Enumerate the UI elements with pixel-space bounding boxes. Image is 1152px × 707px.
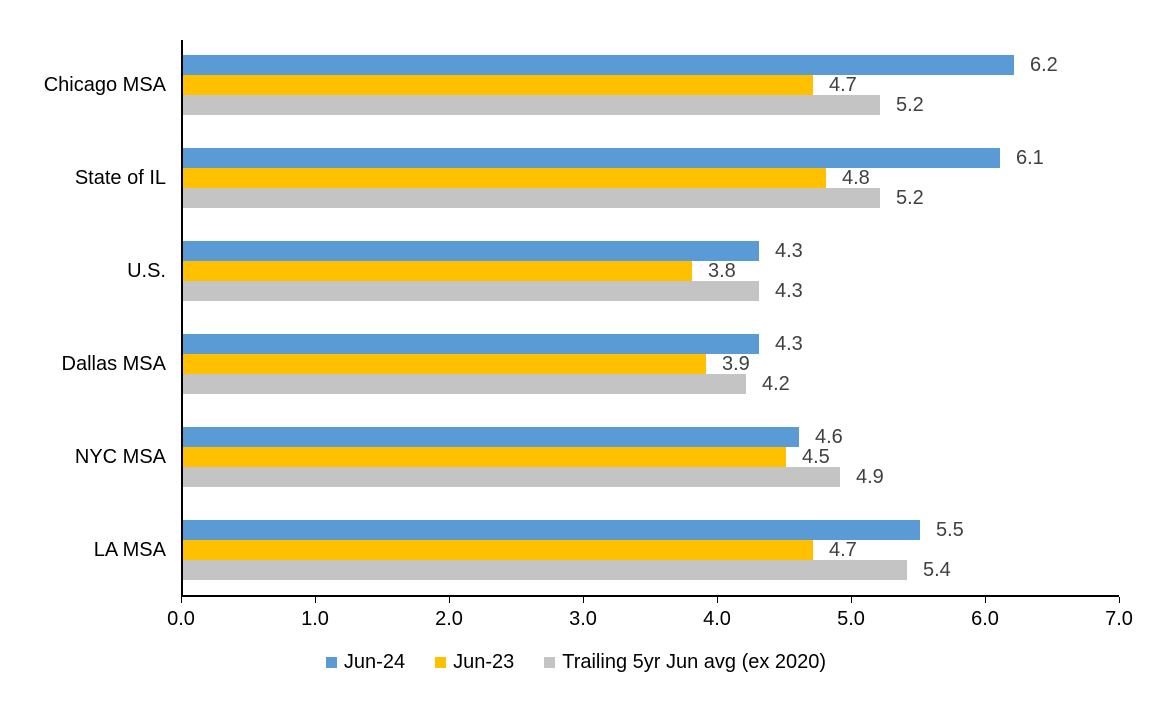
- x-tick-label: 0.0: [167, 608, 195, 630]
- legend-item: Jun-24: [325, 651, 406, 673]
- bar-jun-23: [183, 261, 692, 281]
- x-axis-tick: [449, 597, 450, 603]
- data-label: 5.2: [896, 94, 924, 116]
- legend-swatch-icon: [435, 656, 447, 668]
- bar-jun-23: [183, 168, 826, 188]
- data-label: 4.3: [775, 333, 803, 355]
- data-label: 5.2: [896, 187, 924, 209]
- bar-jun-24: [183, 334, 759, 354]
- data-label: 6.1: [1016, 147, 1044, 169]
- data-label: 3.8: [708, 260, 736, 282]
- data-label: 5.4: [923, 559, 951, 581]
- bar-jun-24: [183, 55, 1014, 75]
- data-label: 4.3: [775, 240, 803, 262]
- bar-jun-23: [183, 75, 813, 95]
- x-tick-label: 5.0: [837, 608, 865, 630]
- category-label: State of IL: [74, 167, 166, 189]
- bar-jun-24: [183, 241, 759, 261]
- category-label: NYC MSA: [74, 446, 166, 468]
- legend-label: Trailing 5yr Jun avg (ex 2020): [562, 651, 827, 673]
- data-label: 4.3: [775, 280, 803, 302]
- data-label: 6.2: [1030, 54, 1058, 76]
- x-tick-label: 4.0: [703, 608, 731, 630]
- x-tick-label: 1.0: [301, 608, 329, 630]
- x-tick-label: 6.0: [971, 608, 999, 630]
- data-label: 4.9: [856, 466, 884, 488]
- legend-label: Jun-23: [453, 651, 515, 673]
- legend-label: Jun-24: [343, 651, 406, 673]
- data-label: 4.2: [762, 373, 790, 395]
- legend-item: Trailing 5yr Jun avg (ex 2020): [544, 652, 826, 672]
- x-axis-tick: [717, 597, 718, 603]
- x-axis-tick: [851, 597, 852, 603]
- bar-trailing-5yr-jun-avg-ex-2020-: [183, 281, 759, 301]
- category-label: Dallas MSA: [61, 353, 166, 375]
- data-label: 3.9: [722, 353, 750, 375]
- legend-swatch-icon: [325, 656, 337, 668]
- legend-swatch-icon: [544, 656, 556, 668]
- legend: Jun-24 Jun-23 Trailing 5yr Jun avg (ex 202…: [0, 652, 1152, 672]
- bar-trailing-5yr-jun-avg-ex-2020-: [183, 467, 840, 487]
- x-axis-tick: [181, 597, 182, 603]
- x-axis-tick: [315, 597, 316, 603]
- data-label: 4.7: [829, 74, 857, 96]
- data-label: 4.7: [829, 539, 857, 561]
- legend-item: Jun-23: [435, 652, 514, 672]
- bar-jun-24: [183, 520, 920, 540]
- x-axis-tick: [583, 597, 584, 603]
- bar-trailing-5yr-jun-avg-ex-2020-: [183, 374, 746, 394]
- bar-jun-23: [183, 447, 786, 467]
- bar-trailing-5yr-jun-avg-ex-2020-: [183, 560, 907, 580]
- category-label: U.S.: [127, 260, 166, 282]
- x-tick-label: 7.0: [1105, 608, 1133, 630]
- bar-jun-23: [183, 354, 706, 374]
- data-label: 4.8: [842, 167, 870, 189]
- x-axis-tick: [1119, 597, 1120, 603]
- bar-jun-24: [183, 148, 1000, 168]
- plot-area: 6.2 4.7 5.2 6.1 4.8 5.2 4.3 3.8 4.3 4.3 3.9 4.2 4.6 4…: [181, 40, 1119, 597]
- bar-jun-23: [183, 540, 813, 560]
- x-tick-label: 2.0: [435, 608, 463, 630]
- x-axis-tick: [985, 597, 986, 603]
- category-label: LA MSA: [93, 539, 166, 561]
- data-label: 4.5: [802, 446, 830, 468]
- category-label: Chicago MSA: [43, 74, 166, 96]
- bar-trailing-5yr-jun-avg-ex-2020-: [183, 188, 880, 208]
- bar-jun-24: [183, 427, 799, 447]
- data-label: 5.5: [936, 519, 964, 541]
- bar-trailing-5yr-jun-avg-ex-2020-: [183, 95, 880, 115]
- data-label: 4.6: [815, 426, 843, 448]
- x-tick-label: 3.0: [569, 608, 597, 630]
